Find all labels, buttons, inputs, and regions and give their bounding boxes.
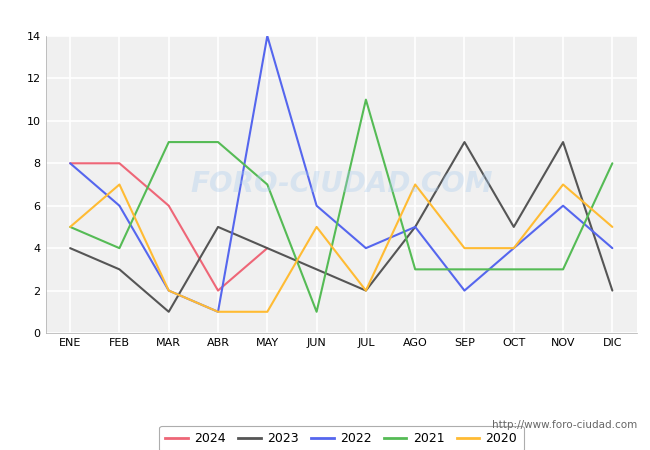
Legend: 2024, 2023, 2022, 2021, 2020: 2024, 2023, 2022, 2021, 2020	[159, 426, 523, 450]
Text: http://www.foro-ciudad.com: http://www.foro-ciudad.com	[492, 420, 637, 430]
Text: FORO-CIUDAD.COM: FORO-CIUDAD.COM	[190, 171, 493, 198]
Text: Matriculaciones de Vehiculos en Quintana de la Serena: Matriculaciones de Vehiculos en Quintana…	[114, 9, 536, 24]
